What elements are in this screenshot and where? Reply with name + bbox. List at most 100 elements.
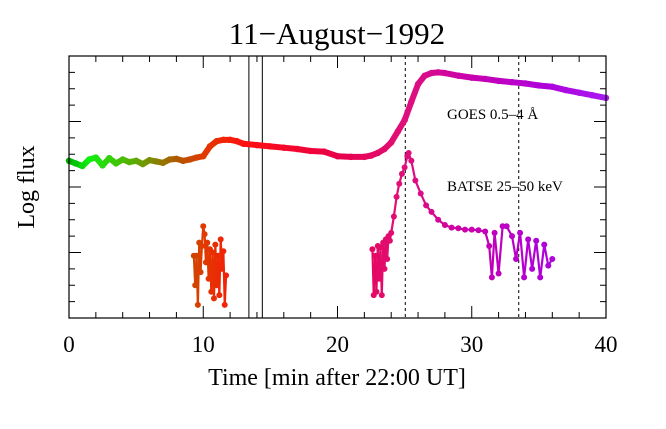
- goes-point: [240, 140, 247, 147]
- batse-point: [486, 242, 493, 249]
- batse-segment: [527, 238, 534, 270]
- goes-point: [589, 92, 596, 99]
- goes-point: [334, 153, 341, 160]
- goes-point: [220, 136, 227, 144]
- goes-point: [79, 162, 86, 170]
- batse-point: [220, 248, 227, 255]
- batse-point: [405, 149, 412, 156]
- goes-point: [575, 89, 583, 96]
- goes-point: [85, 156, 93, 163]
- goes-point: [294, 145, 301, 153]
- batse-point: [390, 213, 397, 220]
- goes-point: [72, 160, 79, 167]
- goes-point: [441, 69, 449, 77]
- batse-point: [495, 270, 502, 277]
- batse-point: [448, 224, 455, 231]
- batse-point: [517, 229, 524, 236]
- batse-segment: [543, 243, 550, 267]
- batse-point: [384, 256, 391, 263]
- batse-segment: [199, 244, 204, 274]
- x-axis-label: Time [min after 22:00 UT]: [208, 365, 466, 391]
- batse-point: [441, 221, 448, 228]
- batse-point: [210, 295, 217, 302]
- batse-point: [545, 262, 552, 269]
- goes-point: [367, 152, 375, 159]
- goes-point: [159, 159, 167, 166]
- chart-title: 11−August−1992: [229, 16, 445, 51]
- batse-segment: [490, 231, 496, 279]
- batse-segment: [531, 239, 538, 270]
- batse-point: [533, 237, 540, 244]
- x-tick-label: 40: [595, 332, 618, 357]
- batse-point: [462, 226, 469, 233]
- batse-point: [216, 292, 223, 299]
- batse-point: [396, 180, 403, 187]
- goes-point: [226, 136, 234, 144]
- batse-point: [194, 301, 201, 308]
- batse-point: [393, 193, 400, 200]
- goes-point: [206, 143, 214, 150]
- batse-point: [412, 177, 419, 184]
- goes-point: [535, 82, 543, 89]
- batse-point: [200, 223, 207, 230]
- batse-point: [223, 272, 230, 279]
- goes-point: [92, 154, 100, 161]
- batse-point: [435, 216, 442, 223]
- goes-point: [139, 160, 147, 168]
- goes-point: [106, 154, 113, 162]
- batse-point: [217, 236, 224, 243]
- batse-segment: [535, 239, 542, 279]
- x-tick-label: 30: [460, 332, 483, 357]
- batse-point: [428, 208, 435, 215]
- batse-segment: [518, 231, 526, 279]
- goes-point: [522, 80, 529, 87]
- goes-point: [361, 153, 368, 161]
- batse-point: [215, 252, 222, 259]
- goes-point: [388, 139, 395, 146]
- batse-point: [549, 256, 556, 263]
- goes-point: [468, 74, 475, 81]
- batse-point: [208, 288, 215, 295]
- batse-point: [513, 256, 520, 263]
- batse-point: [376, 275, 383, 282]
- goes-point: [374, 149, 381, 157]
- goes-point: [153, 158, 160, 165]
- goes-point: [401, 116, 408, 124]
- goes-point: [99, 162, 106, 169]
- goes-point: [132, 157, 140, 164]
- batse-point: [377, 244, 384, 251]
- batse-point: [386, 237, 393, 244]
- goes-point: [112, 160, 120, 167]
- goes-point: [508, 79, 516, 86]
- batse-point: [475, 227, 482, 234]
- batse-point: [408, 157, 415, 164]
- goes-point: [455, 72, 462, 79]
- batse-point: [468, 226, 475, 233]
- batse-point: [198, 242, 205, 249]
- batse-point: [378, 292, 385, 299]
- batse-point: [503, 223, 510, 230]
- batse-point: [525, 236, 532, 243]
- batse-point: [509, 233, 516, 240]
- goes-point: [307, 147, 314, 155]
- batse-point: [482, 228, 489, 235]
- axis-ticks: [68, 56, 607, 318]
- goes-point: [267, 143, 274, 150]
- goes-point: [280, 144, 287, 151]
- x-tick-label: 10: [192, 332, 215, 357]
- batse-point: [529, 265, 536, 272]
- batse-point: [373, 288, 380, 295]
- batse-point: [212, 241, 219, 248]
- goes-point: [428, 69, 435, 77]
- goes-point: [421, 72, 428, 79]
- goes-point: [166, 156, 173, 163]
- batse-point: [219, 265, 226, 272]
- goes-point: [381, 145, 388, 153]
- batse-point: [398, 170, 405, 177]
- batse-segment: [523, 238, 530, 279]
- batse-point: [221, 301, 228, 308]
- goes-point: [179, 157, 187, 164]
- batse-point: [193, 252, 200, 259]
- batse-segment: [410, 159, 417, 182]
